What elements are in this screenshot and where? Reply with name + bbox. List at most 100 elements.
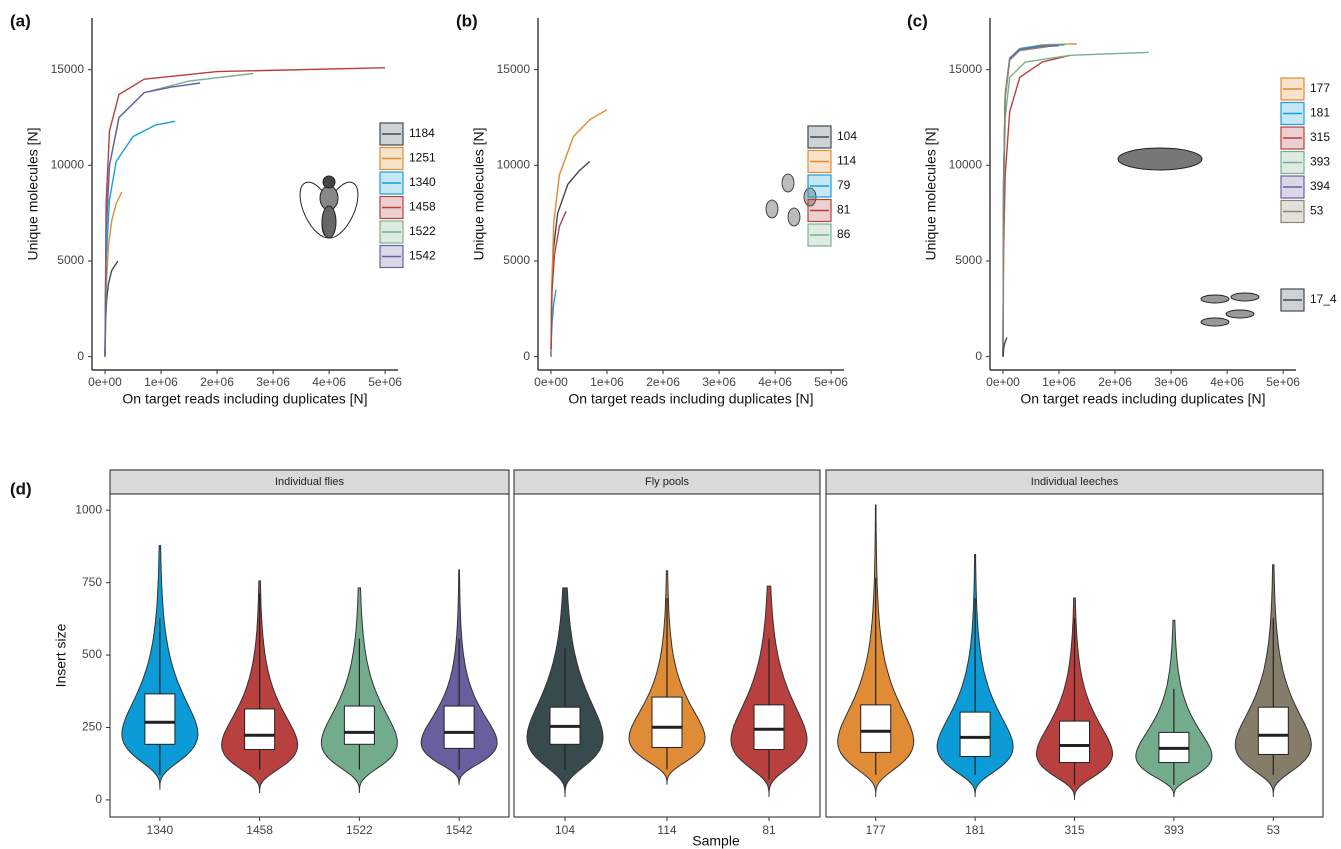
curve bbox=[1003, 44, 1077, 357]
x-tick-label: 0e+00 bbox=[986, 375, 1020, 389]
x-tick-label: 1340 bbox=[147, 823, 174, 837]
y-axis-title: Unique molecules [N] bbox=[923, 127, 939, 260]
x-tick-label: 0e+00 bbox=[534, 375, 568, 389]
y-axis-title: Insert size bbox=[53, 623, 69, 687]
y-tick-label: 15000 bbox=[497, 62, 531, 76]
curve bbox=[105, 121, 175, 356]
legend-label: 393 bbox=[1310, 155, 1330, 169]
box bbox=[344, 706, 374, 744]
x-tick-label: 177 bbox=[866, 823, 886, 837]
curve bbox=[1003, 47, 1048, 357]
y-tick-label: 750 bbox=[82, 575, 102, 589]
box bbox=[1258, 707, 1288, 754]
legend-label: 1340 bbox=[409, 175, 436, 189]
x-tick-label: 1e+06 bbox=[1042, 375, 1076, 389]
x-tick-label: 4e+06 bbox=[1210, 375, 1244, 389]
x-tick-label: 1522 bbox=[346, 823, 373, 837]
legend-label: 181 bbox=[1310, 106, 1330, 120]
box bbox=[960, 712, 990, 756]
strip-title: Individual leeches bbox=[1031, 476, 1119, 488]
legend-label: 315 bbox=[1310, 130, 1330, 144]
x-tick-label: 4e+06 bbox=[758, 375, 792, 389]
legend-label: 104 bbox=[837, 129, 857, 143]
y-tick-label: 5000 bbox=[57, 253, 84, 267]
legend-label: 1458 bbox=[409, 200, 436, 214]
x-tick-label: 315 bbox=[1064, 823, 1084, 837]
curve bbox=[1003, 52, 1149, 356]
y-tick-label: 250 bbox=[82, 720, 102, 734]
box bbox=[861, 705, 891, 753]
legend-label: 17_4 bbox=[1310, 292, 1337, 306]
panel-label: (b) bbox=[456, 11, 478, 30]
curve bbox=[1003, 45, 1065, 357]
x-tick-label: 5e+06 bbox=[814, 375, 848, 389]
y-tick-label: 15000 bbox=[949, 62, 983, 76]
x-tick-label: 0e+00 bbox=[88, 375, 122, 389]
y-tick-label: 0 bbox=[95, 792, 102, 806]
x-axis-title: Sample bbox=[692, 833, 740, 849]
y-tick-label: 10000 bbox=[51, 157, 85, 171]
legend-label: 86 bbox=[837, 227, 851, 241]
panel-label: (d) bbox=[10, 479, 32, 498]
x-tick-label: 114 bbox=[657, 823, 676, 837]
x-tick-label: 2e+06 bbox=[200, 375, 234, 389]
x-tick-label: 5e+06 bbox=[368, 375, 402, 389]
legend-label: 177 bbox=[1310, 81, 1330, 95]
strip-title: Fly pools bbox=[645, 476, 690, 488]
box bbox=[1060, 721, 1090, 762]
leech-icon bbox=[1118, 148, 1259, 326]
x-axis-title: On target reads including duplicates [N] bbox=[1020, 391, 1265, 407]
curve bbox=[551, 110, 607, 357]
curve bbox=[1003, 46, 1059, 357]
box bbox=[444, 706, 474, 748]
x-tick-label: 3e+06 bbox=[702, 375, 736, 389]
figure: (a)0500010000150000e+001e+062e+063e+064e… bbox=[0, 0, 1341, 849]
curve bbox=[105, 83, 200, 357]
y-tick-label: 15000 bbox=[51, 62, 85, 76]
legend-label: 394 bbox=[1310, 179, 1330, 193]
x-tick-label: 1e+06 bbox=[144, 375, 178, 389]
box bbox=[245, 709, 275, 750]
x-tick-label: 53 bbox=[1267, 823, 1281, 837]
box bbox=[145, 694, 175, 744]
x-tick-label: 1458 bbox=[246, 823, 273, 837]
y-axis-title: Unique molecules [N] bbox=[25, 127, 41, 260]
box bbox=[754, 705, 784, 750]
legend-label: 81 bbox=[837, 203, 851, 217]
x-tick-label: 3e+06 bbox=[1154, 375, 1188, 389]
x-axis-title: On target reads including duplicates [N] bbox=[568, 391, 813, 407]
x-tick-label: 1e+06 bbox=[590, 375, 624, 389]
curve bbox=[551, 162, 590, 357]
y-tick-label: 5000 bbox=[503, 253, 530, 267]
y-axis-title: Unique molecules [N] bbox=[471, 127, 487, 260]
legend-label: 1522 bbox=[409, 224, 436, 238]
strip-title: Individual flies bbox=[275, 476, 345, 488]
x-tick-label: 1542 bbox=[446, 823, 473, 837]
curve bbox=[1003, 55, 1070, 356]
y-tick-label: 0 bbox=[975, 349, 982, 363]
curve bbox=[105, 74, 254, 357]
y-tick-label: 500 bbox=[82, 647, 102, 661]
x-tick-label: 3e+06 bbox=[256, 375, 290, 389]
x-tick-label: 181 bbox=[965, 823, 985, 837]
x-tick-label: 5e+06 bbox=[1266, 375, 1300, 389]
legend-label: 53 bbox=[1310, 204, 1324, 218]
x-tick-label: 4e+06 bbox=[312, 375, 346, 389]
legend-label: 1184 bbox=[409, 126, 435, 140]
fly-icon bbox=[293, 176, 366, 243]
box bbox=[652, 697, 682, 747]
panel-label: (a) bbox=[10, 11, 31, 30]
legend-label: 114 bbox=[837, 154, 856, 168]
y-tick-label: 10000 bbox=[949, 157, 983, 171]
legend-label: 1542 bbox=[409, 249, 436, 263]
y-tick-label: 1000 bbox=[75, 502, 102, 516]
x-tick-label: 2e+06 bbox=[1098, 375, 1132, 389]
x-tick-label: 81 bbox=[762, 823, 776, 837]
x-axis-title: On target reads including duplicates [N] bbox=[122, 391, 367, 407]
y-tick-label: 0 bbox=[523, 349, 530, 363]
x-tick-label: 104 bbox=[555, 823, 575, 837]
legend-label: 79 bbox=[837, 178, 851, 192]
legend-label: 1251 bbox=[409, 151, 436, 165]
x-tick-label: 2e+06 bbox=[646, 375, 680, 389]
panel-label: (c) bbox=[907, 11, 928, 30]
